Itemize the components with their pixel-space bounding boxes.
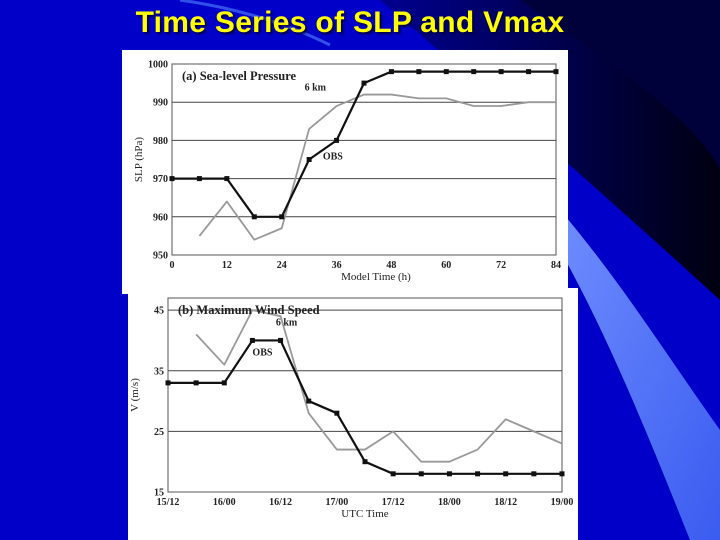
slp-annotation-6km: 6 km — [305, 83, 327, 94]
a-x-tick-label: 12 — [222, 260, 232, 271]
b-data-point-obs — [503, 471, 509, 477]
wind-annotation-obs: OBS — [252, 348, 272, 359]
b-x-tick-label: 17/00 — [325, 497, 348, 508]
a-y-tick-label: 990 — [153, 98, 168, 109]
a-data-point-obs — [526, 69, 532, 75]
a-data-point-obs — [279, 214, 285, 220]
a-y-tick-label: 960 — [153, 212, 168, 223]
b-y-tick-label: 45 — [154, 306, 164, 317]
a-data-point-obs — [388, 69, 394, 75]
b-x-tick-label: 15/12 — [157, 497, 180, 508]
a-data-point-obs — [471, 69, 477, 75]
b-y-tick-label: 25 — [154, 427, 164, 438]
b-data-point-obs — [446, 471, 452, 477]
a-data-point-obs — [169, 176, 175, 182]
b-x-tick-label: 18/12 — [494, 497, 517, 508]
b-y-tick-label: 15 — [154, 488, 164, 499]
wind-annotation-6km: 6 km — [276, 317, 298, 328]
a-data-point-obs — [416, 69, 422, 75]
wind-y-axis-label: V (m/s) — [129, 378, 141, 412]
b-plot-frame — [167, 297, 563, 493]
a-data-point-obs — [224, 176, 230, 182]
b-data-point-obs — [278, 337, 284, 343]
a-data-point-obs — [443, 69, 449, 75]
a-series-line-6km — [198, 93, 556, 241]
slp-chart: 950 960 970 980 990 1000 0 12 24 36 48 60 72 84 (a) … — [133, 60, 561, 284]
b-data-point-obs — [362, 459, 368, 465]
b-x-tick-label: 17/12 — [382, 497, 405, 508]
b-data-point-obs — [193, 380, 199, 386]
b-x-tick-label: 18/00 — [438, 497, 461, 508]
b-data-point-obs — [306, 398, 312, 404]
a-data-point-obs — [498, 69, 504, 75]
a-plot-frame — [171, 63, 557, 256]
a-x-tick-label: 36 — [332, 260, 342, 271]
slp-annotation-obs: OBS — [323, 152, 343, 163]
b-data-point-obs — [475, 471, 481, 477]
a-y-tick-label: 970 — [153, 174, 168, 185]
b-y-tick-label: 35 — [154, 366, 164, 377]
a-data-point-obs — [553, 69, 559, 75]
a-x-tick-label: 0 — [170, 260, 175, 271]
a-x-tick-label: 84 — [551, 260, 561, 271]
b-data-point-obs — [221, 380, 227, 386]
a-data-point-obs — [196, 176, 202, 182]
b-x-tick-label: 19/00 — [551, 497, 574, 508]
a-x-tick-label: 72 — [496, 260, 506, 271]
b-data-point-obs — [559, 471, 565, 477]
wind-x-axis-label: UTC Time — [341, 508, 388, 520]
wind-chart: 15 25 35 45 15/12 16/00 16/12 17/00 17/12 18/00 1… — [129, 297, 574, 520]
b-x-tick-label: 16/00 — [213, 497, 236, 508]
a-y-tick-label: 950 — [153, 251, 168, 262]
b-data-point-obs — [334, 410, 340, 416]
b-data-point-obs — [249, 337, 255, 343]
b-series-line-6km — [195, 309, 563, 463]
wind-chart-panel: 15 25 35 45 15/12 16/00 16/12 17/00 17/12 18/00 1… — [128, 288, 578, 540]
a-x-tick-label: 24 — [277, 260, 287, 271]
slp-chart-title: (a) Sea-level Pressure — [182, 69, 297, 83]
a-data-point-obs — [251, 214, 257, 220]
a-y-tick-label: 980 — [153, 136, 168, 147]
slp-x-axis-label: Model Time (h) — [341, 271, 411, 283]
b-data-point-obs — [418, 471, 424, 477]
b-data-point-obs — [390, 471, 396, 477]
b-data-point-obs — [165, 380, 171, 386]
wind-chart-title: (b) Maximum Wind Speed — [178, 303, 320, 317]
a-data-point-obs — [306, 157, 312, 162]
a-x-tick-label: 60 — [441, 260, 451, 271]
slp-y-axis-label: SLP (hPa) — [133, 137, 145, 182]
a-series-line-obs — [172, 70, 556, 218]
a-data-point-obs — [334, 137, 340, 143]
b-x-tick-label: 16/12 — [269, 497, 292, 508]
slide-title: Time Series of SLP and Vmax — [135, 6, 565, 39]
b-data-point-obs — [531, 471, 537, 477]
a-data-point-obs — [361, 80, 367, 86]
slp-chart-panel: 950 960 970 980 990 1000 0 12 24 36 48 60 72 84 (a) … — [122, 50, 568, 294]
a-y-tick-label: 1000 — [148, 60, 168, 71]
a-x-tick-label: 48 — [386, 260, 396, 271]
